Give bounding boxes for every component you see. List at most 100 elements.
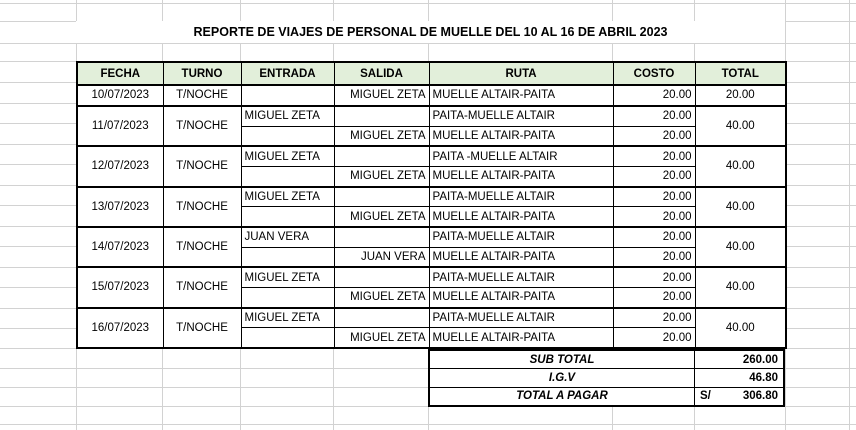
cell-entrada[interactable]: MIGUEL ZETA [240, 306, 335, 329]
cell-costo[interactable]: 20.00 [612, 125, 696, 147]
trips-table-body: 10/07/2023 T/NOCHE MIGUEL ZETA MUELLE ALTAI… [76, 84, 787, 349]
cell-entrada[interactable]: JUAN VERA [240, 225, 335, 248]
cell-turno[interactable]: T/NOCHE [162, 104, 242, 147]
cell-costo[interactable]: 20.00 [612, 246, 696, 268]
column-header-entrada[interactable]: ENTRADA [240, 61, 335, 86]
cell-salida[interactable] [333, 266, 430, 288]
summary-value: 306.80 [742, 390, 778, 403]
cell-costo[interactable]: 20.00 [612, 286, 696, 309]
trip-row: 12/07/2023 T/NOCHE MIGUEL ZETA PAITA -MUELL… [76, 145, 787, 188]
cell-salida[interactable] [333, 225, 430, 248]
cell-ruta[interactable]: MUELLE ALTAIR-PAITA [428, 327, 614, 349]
cell-salida[interactable]: MIGUEL ZETA [333, 165, 430, 188]
cell-ruta[interactable]: MUELLE ALTAIR-PAITA [428, 246, 614, 268]
cell-total[interactable]: 40.00 [694, 306, 787, 349]
cell-costo[interactable]: 20.00 [612, 165, 696, 188]
cell-fecha[interactable]: 14/07/2023 [76, 225, 164, 268]
column-header-ruta[interactable]: RUTA [428, 61, 614, 86]
cell-salida[interactable] [333, 104, 430, 127]
cell-entrada[interactable] [240, 246, 335, 268]
cell-entrada[interactable] [240, 125, 335, 147]
report-title-cell[interactable]: REPORTE DE VIAJES DE PERSONAL DE MUELLE … [76, 21, 785, 43]
cell-total[interactable]: 40.00 [694, 266, 787, 309]
cell-turno[interactable]: T/NOCHE [162, 306, 242, 349]
gridline-horizontal [0, 424, 856, 425]
cell-turno[interactable]: T/NOCHE [162, 84, 242, 107]
summary-label[interactable]: SUB TOTAL [430, 351, 695, 369]
summary-label[interactable]: I.G.V [430, 369, 695, 387]
cell-ruta[interactable]: MUELLE ALTAIR-PAITA [428, 165, 614, 188]
cell-turno[interactable]: T/NOCHE [162, 145, 242, 188]
cell-fecha[interactable]: 12/07/2023 [76, 145, 164, 188]
cell-ruta[interactable]: MUELLE ALTAIR-PAITA [428, 125, 614, 147]
trips-table: FECHA TURNO ENTRADA SALIDA RUTA COSTO TOTAL 10… [76, 61, 787, 349]
summary-value-cell[interactable]: 46.80 [695, 369, 783, 386]
trip-row: 11/07/2023 T/NOCHE MIGUEL ZETA PAITA-MUELLE… [76, 104, 787, 147]
summary-value: 46.80 [749, 371, 778, 384]
cell-entrada[interactable] [240, 286, 335, 309]
cell-entrada[interactable]: MIGUEL ZETA [240, 145, 335, 167]
cell-total[interactable]: 40.00 [694, 225, 787, 268]
cell-entrada[interactable] [240, 84, 335, 107]
column-header-fecha[interactable]: FECHA [76, 61, 164, 86]
cell-salida[interactable]: MIGUEL ZETA [333, 327, 430, 349]
cell-total[interactable]: 40.00 [694, 104, 787, 147]
cell-entrada[interactable] [240, 165, 335, 188]
column-header-costo[interactable]: COSTO [612, 61, 696, 86]
cell-total[interactable]: 40.00 [694, 185, 787, 228]
cell-fecha[interactable]: 15/07/2023 [76, 266, 164, 309]
cell-ruta[interactable]: MUELLE ALTAIR-PAITA [428, 286, 614, 309]
cell-turno[interactable]: T/NOCHE [162, 185, 242, 228]
currency-prefix: S/ [700, 390, 711, 403]
cell-salida[interactable] [333, 185, 430, 208]
trip-row: 10/07/2023 T/NOCHE MIGUEL ZETA MUELLE ALTAI… [76, 84, 787, 107]
cell-salida[interactable]: MIGUEL ZETA [333, 84, 430, 107]
summary-label[interactable]: TOTAL A PAGAR [430, 387, 695, 405]
cell-fecha[interactable]: 13/07/2023 [76, 185, 164, 228]
cell-fecha[interactable]: 11/07/2023 [76, 104, 164, 147]
cell-ruta[interactable]: PAITA-MUELLE ALTAIR [428, 266, 614, 288]
cell-entrada[interactable]: MIGUEL ZETA [240, 104, 335, 127]
cell-salida[interactable]: MIGUEL ZETA [333, 125, 430, 147]
cell-entrada[interactable] [240, 206, 335, 228]
summary-row: TOTAL A PAGAR S/306.80 [430, 386, 783, 405]
cell-turno[interactable]: T/NOCHE [162, 225, 242, 268]
column-header-turno[interactable]: TURNO [162, 61, 242, 86]
summary-value-cell[interactable]: S/306.80 [695, 388, 783, 405]
cell-costo[interactable]: 20.00 [612, 206, 696, 228]
cell-total[interactable]: 20.00 [694, 84, 787, 107]
cell-fecha[interactable]: 10/07/2023 [76, 84, 164, 107]
cell-costo[interactable]: 20.00 [612, 84, 696, 107]
cell-ruta[interactable]: MUELLE ALTAIR-PAITA [428, 84, 614, 107]
cell-turno[interactable]: T/NOCHE [162, 266, 242, 309]
cell-fecha[interactable]: 16/07/2023 [76, 306, 164, 349]
cell-total[interactable]: 40.00 [694, 145, 787, 188]
cell-costo[interactable]: 20.00 [612, 104, 696, 127]
cell-ruta[interactable]: PAITA-MUELLE ALTAIR [428, 185, 614, 208]
cell-ruta[interactable]: PAITA -MUELLE ALTAIR [428, 145, 614, 167]
cell-ruta[interactable]: PAITA-MUELLE ALTAIR [428, 306, 614, 329]
cell-ruta[interactable]: PAITA-MUELLE ALTAIR [428, 225, 614, 248]
column-header-total[interactable]: TOTAL [694, 61, 787, 86]
cell-costo[interactable]: 20.00 [612, 306, 696, 329]
cell-entrada[interactable]: MIGUEL ZETA [240, 185, 335, 208]
cell-salida[interactable] [333, 306, 430, 329]
cell-costo[interactable]: 20.00 [612, 185, 696, 208]
cell-ruta[interactable]: PAITA-MUELLE ALTAIR [428, 104, 614, 127]
cell-salida[interactable] [333, 145, 430, 167]
cell-costo[interactable]: 20.00 [612, 225, 696, 248]
summary-value: 260.00 [742, 353, 778, 366]
cell-costo[interactable]: 20.00 [612, 145, 696, 167]
cell-costo[interactable]: 20.00 [612, 266, 696, 288]
trip-row: MIGUEL ZETA MUELLE ALTAIR-PAITA 20.00 [77, 206, 786, 228]
cell-ruta[interactable]: MUELLE ALTAIR-PAITA [428, 206, 614, 228]
summary-value-cell[interactable]: 260.00 [695, 351, 783, 368]
cell-salida[interactable]: MIGUEL ZETA [333, 286, 430, 309]
cell-entrada[interactable]: MIGUEL ZETA [240, 266, 335, 288]
cell-salida[interactable]: JUAN VERA [333, 246, 430, 268]
cell-costo[interactable]: 20.00 [612, 327, 696, 349]
cell-entrada[interactable] [240, 327, 335, 349]
column-header-salida[interactable]: SALIDA [333, 61, 430, 86]
cell-salida[interactable]: MIGUEL ZETA [333, 206, 430, 228]
